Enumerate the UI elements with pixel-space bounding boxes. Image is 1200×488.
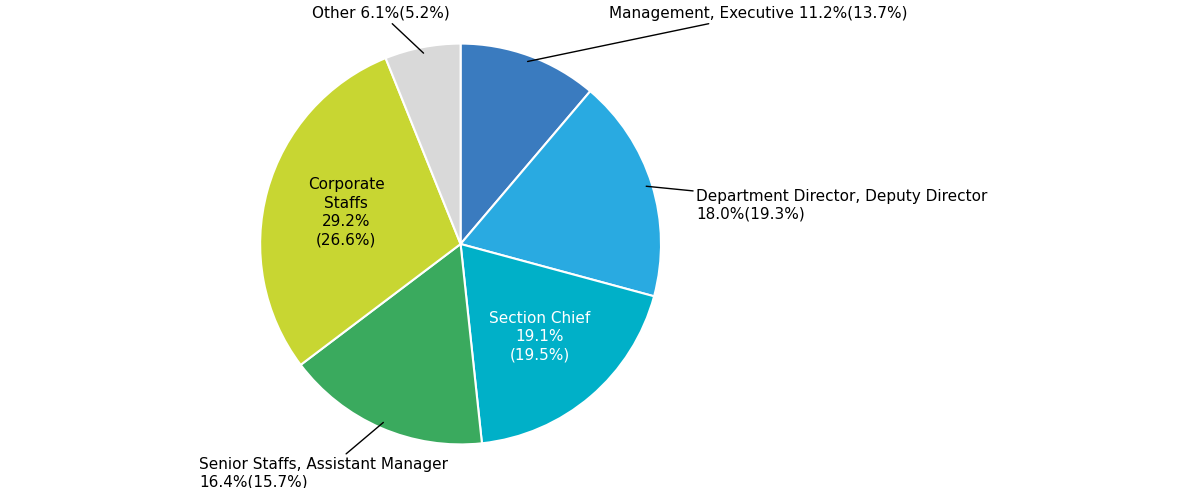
Text: Department Director, Deputy Director
18.0%(19.3%): Department Director, Deputy Director 18.…: [647, 186, 988, 222]
Text: Senior Staffs, Assistant Manager
16.4%(15.7%): Senior Staffs, Assistant Manager 16.4%(1…: [199, 423, 448, 488]
Wedge shape: [385, 43, 461, 244]
Text: Other 6.1%(5.2%): Other 6.1%(5.2%): [312, 6, 450, 53]
Wedge shape: [461, 91, 661, 296]
Wedge shape: [301, 244, 482, 445]
Wedge shape: [461, 244, 654, 443]
Text: Corporate
Staffs
29.2%
(26.6%): Corporate Staffs 29.2% (26.6%): [308, 177, 385, 248]
Text: Section Chief
19.1%
(19.5%): Section Chief 19.1% (19.5%): [490, 311, 590, 363]
Wedge shape: [461, 43, 590, 244]
Wedge shape: [260, 58, 461, 365]
Text: Management, Executive 11.2%(13.7%): Management, Executive 11.2%(13.7%): [528, 6, 907, 61]
